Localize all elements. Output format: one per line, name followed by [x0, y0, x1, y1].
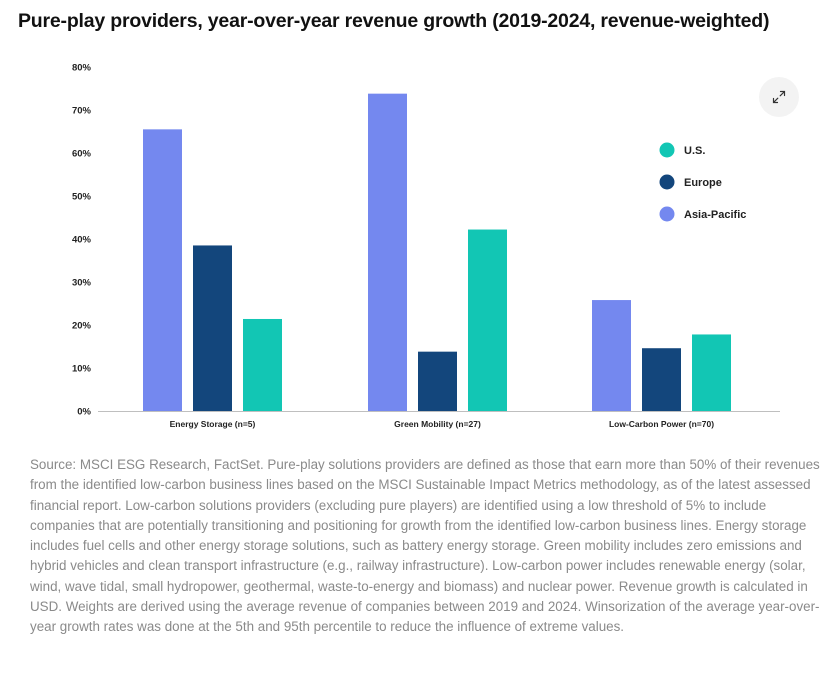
bar-u-s--1: [243, 318, 282, 411]
y-tick-label: 20%: [72, 321, 92, 332]
source-note: Source: MSCI ESG Research, FactSet. Pure…: [30, 457, 820, 635]
legend-swatch: [659, 174, 675, 190]
bar-asia-pacific-3: [592, 300, 631, 411]
bar-u-s--3: [692, 334, 731, 411]
chart-title: Pure-play providers, year-over-year reve…: [18, 10, 770, 32]
y-tick-label: 70%: [72, 106, 92, 117]
y-tick-label: 40%: [72, 235, 92, 246]
bar-asia-pacific-2: [368, 93, 407, 411]
y-tick-label: 60%: [72, 149, 92, 160]
legend-label: Asia-Pacific: [684, 209, 746, 221]
bar-europe-2: [418, 351, 457, 411]
y-axis: 0% 10% 20% 30% 40% 50% 60% 70% 80%: [72, 63, 92, 418]
x-category-label: Energy Storage (n=5): [170, 419, 256, 429]
y-tick-label: 30%: [72, 278, 92, 289]
expand-button[interactable]: [759, 77, 799, 117]
expand-icon: [772, 90, 786, 104]
bars: [143, 93, 731, 411]
legend-label: Europe: [684, 177, 722, 189]
x-category-label: Low-Carbon Power (n=70): [609, 419, 714, 429]
bar-europe-1: [193, 245, 232, 411]
x-axis: Energy Storage (n=5) Green Mobility (n=27…: [98, 411, 780, 429]
bar-europe-3: [642, 348, 681, 411]
y-tick-label: 50%: [72, 192, 92, 203]
legend-swatch: [659, 142, 675, 158]
y-tick-label: 0%: [77, 407, 91, 418]
legend-swatch: [659, 206, 675, 222]
bar-chart: 0% 10% 20% 30% 40% 50% 60% 70% 80% Energy Storag…: [72, 63, 780, 429]
bar-asia-pacific-1: [143, 129, 182, 411]
x-category-label: Green Mobility (n=27): [394, 419, 481, 429]
legend: U.S. Europe Asia-Pacific: [659, 142, 746, 222]
legend-label: U.S.: [684, 145, 705, 157]
y-tick-label: 10%: [72, 364, 92, 375]
bar-u-s--2: [468, 229, 507, 411]
y-tick-label: 80%: [72, 63, 92, 74]
